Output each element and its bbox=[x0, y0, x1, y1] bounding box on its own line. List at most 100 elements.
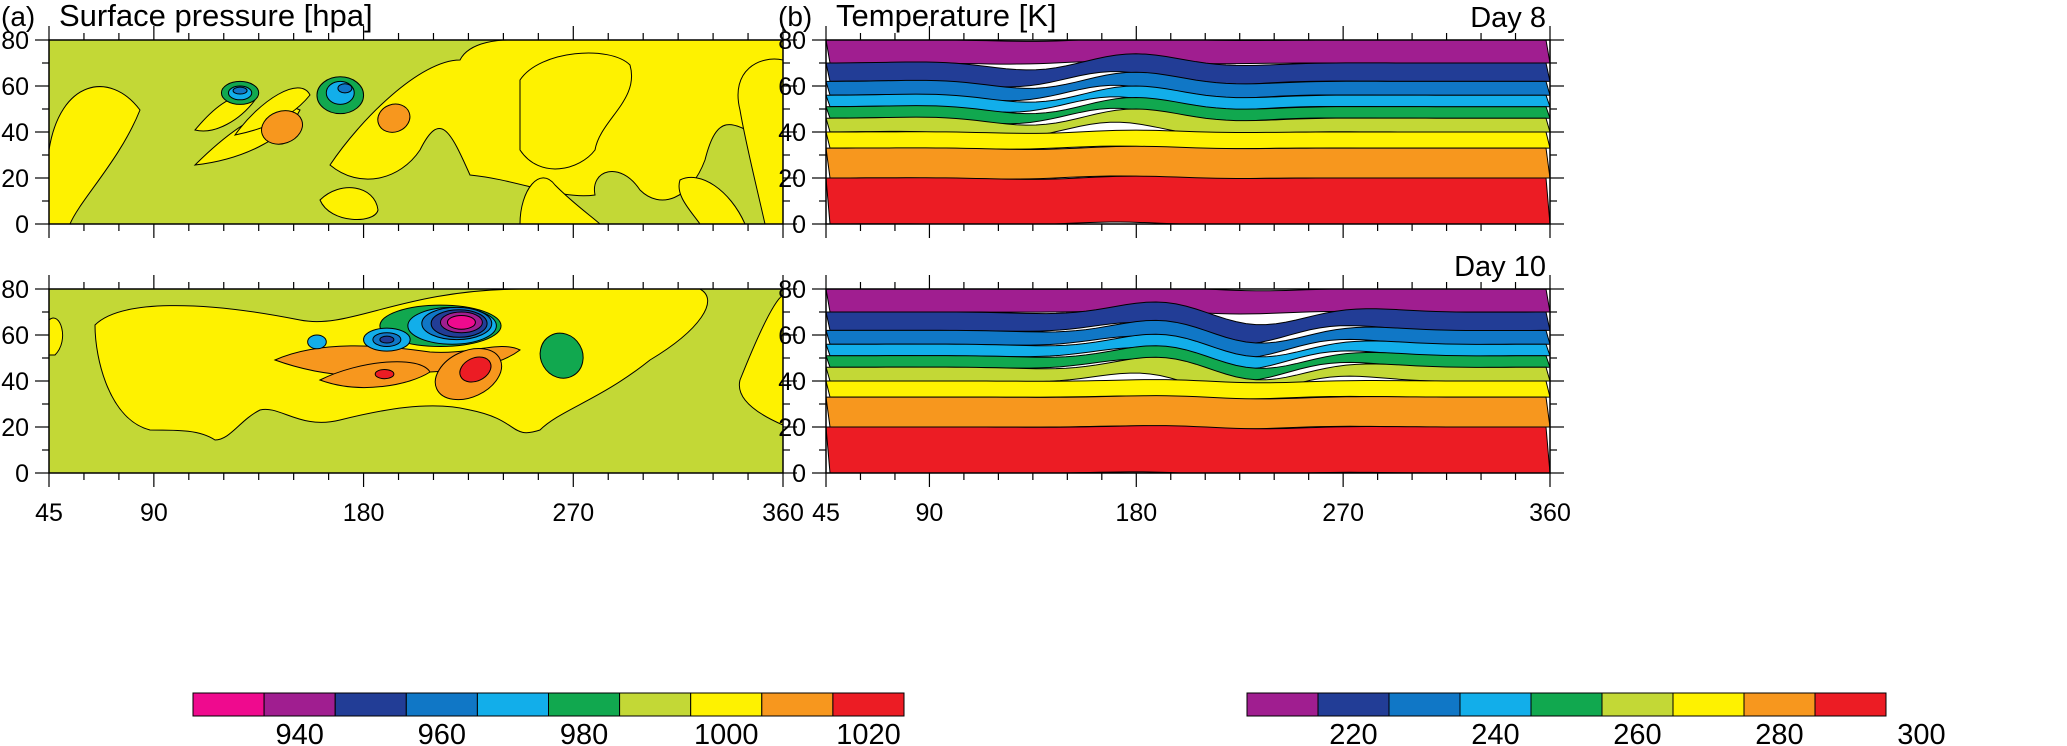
pressure-contour bbox=[233, 87, 311, 136]
pressure-contour bbox=[337, 83, 353, 94]
chart-title: Surface pressure [hpa] bbox=[59, 0, 373, 33]
colorbar-swatch bbox=[761, 692, 834, 717]
panel-a-day10 bbox=[49, 289, 783, 473]
pressure-contour bbox=[49, 317, 64, 356]
y-tick-label: 80 bbox=[778, 27, 806, 55]
y-tick-label: 40 bbox=[778, 368, 806, 396]
y-tick-label: 20 bbox=[778, 414, 806, 442]
y-tick-label: 20 bbox=[1, 414, 29, 442]
colorbar-swatch bbox=[1672, 692, 1745, 717]
pressure-contour bbox=[374, 369, 395, 380]
panel-b-day10 bbox=[826, 289, 1550, 473]
y-tick-label: 40 bbox=[778, 119, 806, 147]
colorbar-label: 260 bbox=[1613, 719, 1661, 746]
pressure-contour bbox=[261, 110, 303, 145]
temperature-band bbox=[826, 85, 1550, 113]
temperature-band bbox=[826, 425, 1550, 473]
colorbar-label: 280 bbox=[1755, 719, 1803, 746]
colorbar-swatch bbox=[263, 692, 336, 717]
colorbar-swatch bbox=[619, 692, 692, 717]
x-tick-label: 90 bbox=[140, 499, 168, 527]
panel-a-day8 bbox=[49, 40, 783, 224]
colorbar-swatch bbox=[192, 692, 265, 717]
y-tick-label: 0 bbox=[792, 460, 806, 488]
pressure-contour bbox=[519, 177, 601, 224]
x-tick-label: 180 bbox=[1115, 499, 1157, 527]
pressure-contour bbox=[539, 332, 584, 379]
pressure-contour bbox=[319, 187, 379, 220]
pressure-contour bbox=[377, 103, 411, 133]
colorbar-label: 960 bbox=[418, 719, 466, 746]
colorbar-swatch bbox=[334, 692, 407, 717]
y-tick-label: 40 bbox=[1, 119, 29, 147]
temperature-band bbox=[826, 356, 1550, 396]
colorbar-swatch bbox=[1601, 692, 1674, 717]
y-tick-label: 60 bbox=[1, 73, 29, 101]
pressure-contour bbox=[737, 58, 783, 224]
temperature-band bbox=[826, 395, 1550, 430]
day-label: Day 8 bbox=[1470, 2, 1546, 34]
pressure-contour bbox=[379, 335, 395, 344]
colorbar-swatch bbox=[1459, 692, 1532, 717]
x-tick-label: 90 bbox=[916, 499, 944, 527]
colorbar-label: 1000 bbox=[694, 719, 759, 746]
x-tick-label: 180 bbox=[343, 499, 385, 527]
colorbar-swatch bbox=[1388, 692, 1461, 717]
colorbar-swatch bbox=[1317, 692, 1390, 717]
colorbar-label: 220 bbox=[1329, 719, 1377, 746]
pressure-contour bbox=[519, 52, 633, 170]
x-tick-label: 360 bbox=[1529, 499, 1571, 527]
colorbar-swatch bbox=[1246, 692, 1319, 717]
pressure-contour bbox=[459, 356, 492, 383]
y-tick-label: 0 bbox=[792, 211, 806, 239]
y-tick-label: 80 bbox=[1, 27, 29, 55]
pressure-contour bbox=[307, 334, 327, 350]
y-tick-label: 60 bbox=[1, 322, 29, 350]
panel-b-day8 bbox=[826, 40, 1550, 224]
x-tick-label: 360 bbox=[762, 499, 804, 527]
y-tick-label: 60 bbox=[778, 73, 806, 101]
x-tick-label: 270 bbox=[552, 499, 594, 527]
temperature-band bbox=[826, 71, 1550, 102]
colorbar-swatch bbox=[405, 692, 478, 717]
pressure-contour bbox=[738, 294, 783, 426]
colorbar-swatch bbox=[690, 692, 763, 717]
temperature-band bbox=[826, 53, 1550, 88]
y-tick-label: 0 bbox=[15, 460, 29, 488]
y-tick-label: 80 bbox=[778, 276, 806, 304]
temperature-band bbox=[826, 96, 1550, 125]
colorbar-label: 240 bbox=[1471, 719, 1519, 746]
colorbar-swatch bbox=[1743, 692, 1816, 717]
temperature-band bbox=[826, 301, 1550, 345]
colorbar-label: 940 bbox=[275, 719, 323, 746]
y-tick-label: 60 bbox=[778, 322, 806, 350]
pressure-contour bbox=[446, 314, 476, 330]
colorbar-label: 1020 bbox=[836, 719, 901, 746]
colorbar-swatch bbox=[1530, 692, 1603, 717]
colorbar-label: 300 bbox=[1897, 719, 1945, 746]
panel-label: (a) bbox=[1, 1, 35, 32]
pressure-contour bbox=[232, 86, 248, 95]
pressure-contour bbox=[49, 86, 141, 224]
chart-title: Temperature [K] bbox=[836, 0, 1057, 33]
colorbar-label: 980 bbox=[560, 719, 608, 746]
y-tick-label: 20 bbox=[1, 165, 29, 193]
y-tick-label: 80 bbox=[1, 276, 29, 304]
x-tick-label: 45 bbox=[35, 499, 63, 527]
temperature-band bbox=[826, 145, 1550, 180]
y-tick-label: 0 bbox=[15, 211, 29, 239]
y-tick-label: 20 bbox=[778, 165, 806, 193]
temperature-band bbox=[826, 175, 1550, 224]
temperature-band bbox=[826, 129, 1550, 150]
colorbar-swatch bbox=[476, 692, 549, 717]
x-tick-label: 45 bbox=[812, 499, 840, 527]
colorbar-swatch bbox=[832, 692, 905, 717]
colorbar-swatch bbox=[548, 692, 621, 717]
day-label: Day 10 bbox=[1454, 251, 1546, 283]
panel-label: (b) bbox=[778, 1, 812, 32]
x-tick-label: 270 bbox=[1322, 499, 1364, 527]
y-tick-label: 40 bbox=[1, 368, 29, 396]
temperature-band bbox=[826, 108, 1550, 138]
colorbar-swatch bbox=[1814, 692, 1887, 717]
